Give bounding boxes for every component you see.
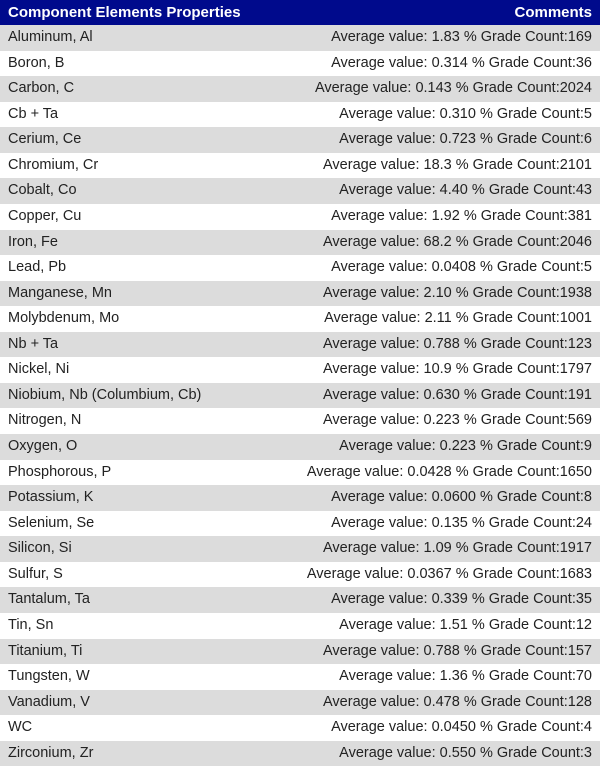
element-comment: Average value: 0.723 % Grade Count:6: [271, 127, 600, 153]
element-comment: Average value: 0.630 % Grade Count:191: [271, 383, 600, 409]
elements-table: Component Elements Properties Comments A…: [0, 0, 600, 766]
element-comment: Average value: 0.0408 % Grade Count:5: [271, 255, 600, 281]
table-row: Aluminum, AlAverage value: 1.83 % Grade …: [0, 25, 600, 51]
table-row: WCAverage value: 0.0450 % Grade Count:4: [0, 715, 600, 741]
table-row: Molybdenum, MoAverage value: 2.11 % Grad…: [0, 306, 600, 332]
element-name: Cobalt, Co: [0, 178, 271, 204]
element-comment: Average value: 1.51 % Grade Count:12: [271, 613, 600, 639]
table-row: Oxygen, OAverage value: 0.223 % Grade Co…: [0, 434, 600, 460]
element-name: Lead, Pb: [0, 255, 271, 281]
element-name: Cerium, Ce: [0, 127, 271, 153]
table-row: Tantalum, TaAverage value: 0.339 % Grade…: [0, 587, 600, 613]
table-row: Nb + TaAverage value: 0.788 % Grade Coun…: [0, 332, 600, 358]
element-comment: Average value: 0.478 % Grade Count:128: [271, 690, 600, 716]
element-comment: Average value: 0.314 % Grade Count:36: [271, 51, 600, 77]
element-name: Titanium, Ti: [0, 639, 271, 665]
element-name: Nickel, Ni: [0, 357, 271, 383]
element-comment: Average value: 0.0367 % Grade Count:1683: [271, 562, 600, 588]
element-comment: Average value: 1.92 % Grade Count:381: [271, 204, 600, 230]
element-comment: Average value: 2.11 % Grade Count:1001: [271, 306, 600, 332]
table-row: Boron, BAverage value: 0.314 % Grade Cou…: [0, 51, 600, 77]
element-comment: Average value: 0.223 % Grade Count:9: [271, 434, 600, 460]
element-comment: Average value: 0.223 % Grade Count:569: [271, 408, 600, 434]
table-row: Nickel, NiAverage value: 10.9 % Grade Co…: [0, 357, 600, 383]
element-comment: Average value: 1.36 % Grade Count:70: [271, 664, 600, 690]
table-row: Lead, PbAverage value: 0.0408 % Grade Co…: [0, 255, 600, 281]
table-row: Potassium, KAverage value: 0.0600 % Grad…: [0, 485, 600, 511]
element-name: Potassium, K: [0, 485, 271, 511]
element-comment: Average value: 4.40 % Grade Count:43: [271, 178, 600, 204]
table-row: Sulfur, SAverage value: 0.0367 % Grade C…: [0, 562, 600, 588]
element-name: Nitrogen, N: [0, 408, 271, 434]
header-comments: Comments: [271, 0, 600, 25]
table-row: Nitrogen, NAverage value: 0.223 % Grade …: [0, 408, 600, 434]
element-comment: Average value: 0.143 % Grade Count:2024: [271, 76, 600, 102]
element-name: Selenium, Se: [0, 511, 271, 537]
table-row: Phosphorous, PAverage value: 0.0428 % Gr…: [0, 460, 600, 486]
element-name: Tungsten, W: [0, 664, 271, 690]
element-name: Tin, Sn: [0, 613, 271, 639]
table-row: Zirconium, ZrAverage value: 0.550 % Grad…: [0, 741, 600, 766]
element-comment: Average value: 2.10 % Grade Count:1938: [271, 281, 600, 307]
element-comment: Average value: 0.310 % Grade Count:5: [271, 102, 600, 128]
element-comment: Average value: 1.09 % Grade Count:1917: [271, 536, 600, 562]
element-name: WC: [0, 715, 271, 741]
element-comment: Average value: 0.788 % Grade Count:123: [271, 332, 600, 358]
table-row: Carbon, CAverage value: 0.143 % Grade Co…: [0, 76, 600, 102]
element-name: Manganese, Mn: [0, 281, 271, 307]
table-header-row: Component Elements Properties Comments: [0, 0, 600, 25]
element-comment: Average value: 1.83 % Grade Count:169: [271, 25, 600, 51]
table-row: Cb + TaAverage value: 0.310 % Grade Coun…: [0, 102, 600, 128]
element-comment: Average value: 0.339 % Grade Count:35: [271, 587, 600, 613]
element-name: Vanadium, V: [0, 690, 271, 716]
element-name: Silicon, Si: [0, 536, 271, 562]
element-name: Copper, Cu: [0, 204, 271, 230]
element-name: Niobium, Nb (Columbium, Cb): [0, 383, 271, 409]
element-name: Oxygen, O: [0, 434, 271, 460]
element-name: Tantalum, Ta: [0, 587, 271, 613]
table-row: Tin, SnAverage value: 1.51 % Grade Count…: [0, 613, 600, 639]
table-row: Cerium, CeAverage value: 0.723 % Grade C…: [0, 127, 600, 153]
element-name: Chromium, Cr: [0, 153, 271, 179]
element-name: Boron, B: [0, 51, 271, 77]
element-comment: Average value: 0.0428 % Grade Count:1650: [271, 460, 600, 486]
element-comment: Average value: 18.3 % Grade Count:2101: [271, 153, 600, 179]
table-row: Copper, CuAverage value: 1.92 % Grade Co…: [0, 204, 600, 230]
element-name: Molybdenum, Mo: [0, 306, 271, 332]
element-comment: Average value: 68.2 % Grade Count:2046: [271, 230, 600, 256]
element-name: Sulfur, S: [0, 562, 271, 588]
element-comment: Average value: 0.0450 % Grade Count:4: [271, 715, 600, 741]
table-row: Iron, FeAverage value: 68.2 % Grade Coun…: [0, 230, 600, 256]
header-properties: Component Elements Properties: [0, 0, 271, 25]
element-name: Carbon, C: [0, 76, 271, 102]
element-comment: Average value: 0.550 % Grade Count:3: [271, 741, 600, 766]
table-row: Cobalt, CoAverage value: 4.40 % Grade Co…: [0, 178, 600, 204]
table-row: Niobium, Nb (Columbium, Cb)Average value…: [0, 383, 600, 409]
table-row: Tungsten, WAverage value: 1.36 % Grade C…: [0, 664, 600, 690]
element-name: Phosphorous, P: [0, 460, 271, 486]
element-comment: Average value: 0.0600 % Grade Count:8: [271, 485, 600, 511]
element-name: Aluminum, Al: [0, 25, 271, 51]
table-row: Selenium, SeAverage value: 0.135 % Grade…: [0, 511, 600, 537]
table-row: Vanadium, VAverage value: 0.478 % Grade …: [0, 690, 600, 716]
table-row: Silicon, SiAverage value: 1.09 % Grade C…: [0, 536, 600, 562]
element-comment: Average value: 0.788 % Grade Count:157: [271, 639, 600, 665]
element-name: Zirconium, Zr: [0, 741, 271, 766]
element-name: Iron, Fe: [0, 230, 271, 256]
table-row: Titanium, TiAverage value: 0.788 % Grade…: [0, 639, 600, 665]
element-name: Nb + Ta: [0, 332, 271, 358]
element-name: Cb + Ta: [0, 102, 271, 128]
table-row: Chromium, CrAverage value: 18.3 % Grade …: [0, 153, 600, 179]
element-comment: Average value: 0.135 % Grade Count:24: [271, 511, 600, 537]
table-row: Manganese, MnAverage value: 2.10 % Grade…: [0, 281, 600, 307]
element-comment: Average value: 10.9 % Grade Count:1797: [271, 357, 600, 383]
